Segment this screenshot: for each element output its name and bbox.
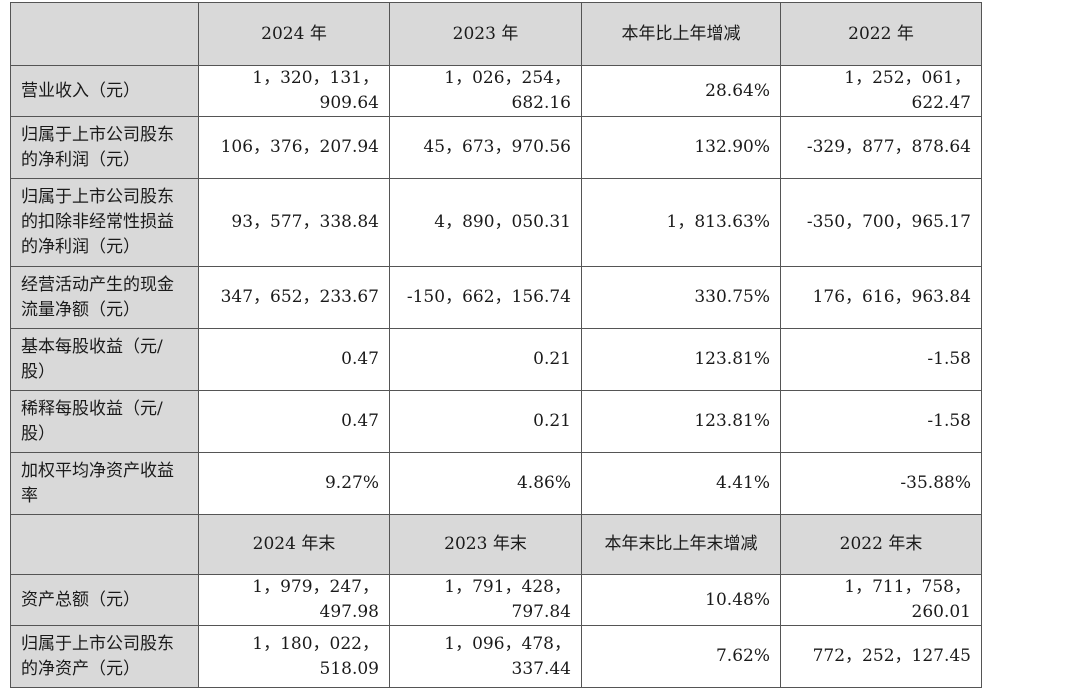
- table-row: 资产总额（元） 1，979，247，497.98 1，791，428，797.8…: [10, 574, 982, 626]
- value-2023: -150，662，156.74: [389, 266, 582, 329]
- value-change: 123.81%: [581, 328, 781, 391]
- row-label: 基本每股收益（元/股）: [10, 328, 199, 391]
- row-label: 归属于上市公司股东的净利润（元）: [10, 116, 199, 179]
- value-change: 4.41%: [581, 452, 781, 515]
- header-2022-end: 2022 年末: [780, 514, 982, 575]
- value-change: 10.48%: [581, 574, 781, 626]
- header-2022: 2022 年: [780, 2, 982, 66]
- table-row: 归属于上市公司股东的扣除非经常性损益的净利润（元） 93，577，338.84 …: [10, 178, 982, 267]
- value-2023: 4，890，050.31: [389, 178, 582, 267]
- value-2022: -1.58: [780, 390, 982, 453]
- value-2023: 1，026，254，682.16: [389, 65, 582, 117]
- value-2023: 1，791，428，797.84: [389, 574, 582, 626]
- value-change: 28.64%: [581, 65, 781, 117]
- row-label: 加权平均净资产收益率: [10, 452, 199, 515]
- row-label: 归属于上市公司股东的净资产（元）: [10, 625, 199, 688]
- value-2022: 1，711，758，260.01: [780, 574, 982, 626]
- header-2023: 2023 年: [389, 2, 582, 66]
- table-row: 加权平均净资产收益率 9.27% 4.86% 4.41% -35.88%: [10, 452, 982, 515]
- table-row: 稀释每股收益（元/股） 0.47 0.21 123.81% -1.58: [10, 390, 982, 453]
- value-2024: 1，320，131，909.64: [198, 65, 390, 117]
- financial-summary-table: 2024 年 2023 年 本年比上年增减 2022 年 营业收入（元） 1，3…: [10, 2, 982, 688]
- value-2024: 106，376，207.94: [198, 116, 390, 179]
- row-label: 稀释每股收益（元/股）: [10, 390, 199, 453]
- header-corner-cell: [10, 2, 199, 66]
- value-2023: 0.21: [389, 328, 582, 391]
- header-change: 本年比上年增减: [581, 2, 781, 66]
- header-row: 2024 年 2023 年 本年比上年增减 2022 年: [10, 2, 982, 66]
- header-2024: 2024 年: [198, 2, 390, 66]
- value-2022: 772，252，127.45: [780, 625, 982, 688]
- header-row: 2024 年末 2023 年末 本年末比上年末增减 2022 年末: [10, 514, 982, 575]
- value-2022: 176，616，963.84: [780, 266, 982, 329]
- value-2024: 9.27%: [198, 452, 390, 515]
- table-row: 归属于上市公司股东的净利润（元） 106，376，207.94 45，673，9…: [10, 116, 982, 179]
- header-2024-end: 2024 年末: [198, 514, 390, 575]
- table-row: 归属于上市公司股东的净资产（元） 1，180，022，518.09 1，096，…: [10, 625, 982, 688]
- value-change: 7.62%: [581, 625, 781, 688]
- table-row: 经营活动产生的现金流量净额（元） 347，652，233.67 -150，662…: [10, 266, 982, 329]
- value-2022: -35.88%: [780, 452, 982, 515]
- value-2024: 0.47: [198, 328, 390, 391]
- value-2023: 45，673，970.56: [389, 116, 582, 179]
- value-2024: 93，577，338.84: [198, 178, 390, 267]
- value-2023: 1，096，478，337.44: [389, 625, 582, 688]
- value-change: 123.81%: [581, 390, 781, 453]
- row-label: 营业收入（元）: [10, 65, 199, 117]
- row-label: 经营活动产生的现金流量净额（元）: [10, 266, 199, 329]
- header-2023-end: 2023 年末: [389, 514, 582, 575]
- row-label: 归属于上市公司股东的扣除非经常性损益的净利润（元）: [10, 178, 199, 267]
- value-2022: 1，252，061，622.47: [780, 65, 982, 117]
- row-label: 资产总额（元）: [10, 574, 199, 626]
- value-2022: -329，877，878.64: [780, 116, 982, 179]
- value-2022: -350，700，965.17: [780, 178, 982, 267]
- header-corner-cell: [10, 514, 199, 575]
- value-2023: 0.21: [389, 390, 582, 453]
- value-change: 132.90%: [581, 116, 781, 179]
- value-2024: 1，180，022，518.09: [198, 625, 390, 688]
- value-2024: 0.47: [198, 390, 390, 453]
- value-2022: -1.58: [780, 328, 982, 391]
- value-2024: 1，979，247，497.98: [198, 574, 390, 626]
- value-change: 1，813.63%: [581, 178, 781, 267]
- header-change-end: 本年末比上年末增减: [581, 514, 781, 575]
- value-2024: 347，652，233.67: [198, 266, 390, 329]
- value-change: 330.75%: [581, 266, 781, 329]
- table-row: 基本每股收益（元/股） 0.47 0.21 123.81% -1.58: [10, 328, 982, 391]
- table-row: 营业收入（元） 1，320，131，909.64 1，026，254，682.1…: [10, 65, 982, 117]
- value-2023: 4.86%: [389, 452, 582, 515]
